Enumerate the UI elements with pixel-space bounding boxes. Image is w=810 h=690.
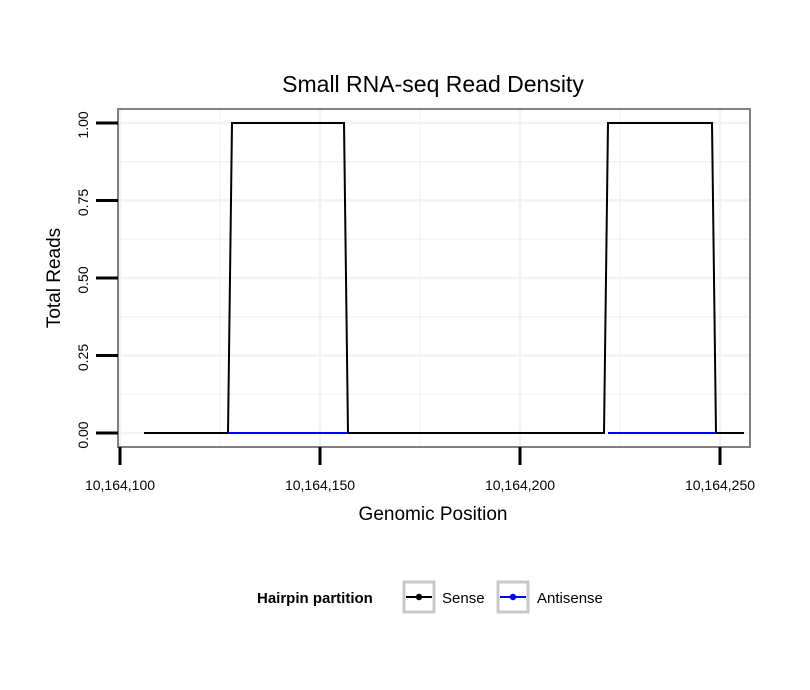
legend: Hairpin partition Sense Antisense xyxy=(257,580,603,614)
legend-key-sense-point xyxy=(415,593,423,601)
x-tick-label-0: 10,164,100 xyxy=(85,477,155,493)
y-tick-label-2: 0.50 xyxy=(75,266,91,293)
y-axis-title: Total Reads xyxy=(44,228,65,328)
x-axis-title: Genomic Position xyxy=(359,504,508,525)
x-tick-label-2: 10,164,200 xyxy=(485,477,555,493)
legend-label-sense: Sense xyxy=(442,590,485,607)
y-axis: 0.00 0.25 0.50 0.75 1.00 xyxy=(75,111,118,449)
y-tick-label-4: 1.00 xyxy=(75,111,91,138)
legend-item-antisense: Antisense xyxy=(496,580,603,614)
legend-title: Hairpin partition xyxy=(257,590,373,607)
y-tick-label-3: 0.75 xyxy=(75,189,91,216)
y-tick-label-1: 0.25 xyxy=(75,344,91,371)
x-axis: 10,164,100 10,164,150 10,164,200 10,164,250 xyxy=(85,447,755,493)
legend-key-antisense-point xyxy=(509,593,517,601)
series-line-sense-0 xyxy=(144,122,744,434)
legend-label-antisense: Antisense xyxy=(537,590,603,607)
y-tick-label-0: 0.00 xyxy=(75,421,91,448)
x-tick-label-1: 10,164,150 xyxy=(285,477,355,493)
chart-title: Small RNA-seq Read Density xyxy=(282,71,584,97)
x-tick-label-3: 10,164,250 xyxy=(685,477,755,493)
series-layer xyxy=(144,122,744,434)
legend-item-sense: Sense xyxy=(402,580,485,614)
